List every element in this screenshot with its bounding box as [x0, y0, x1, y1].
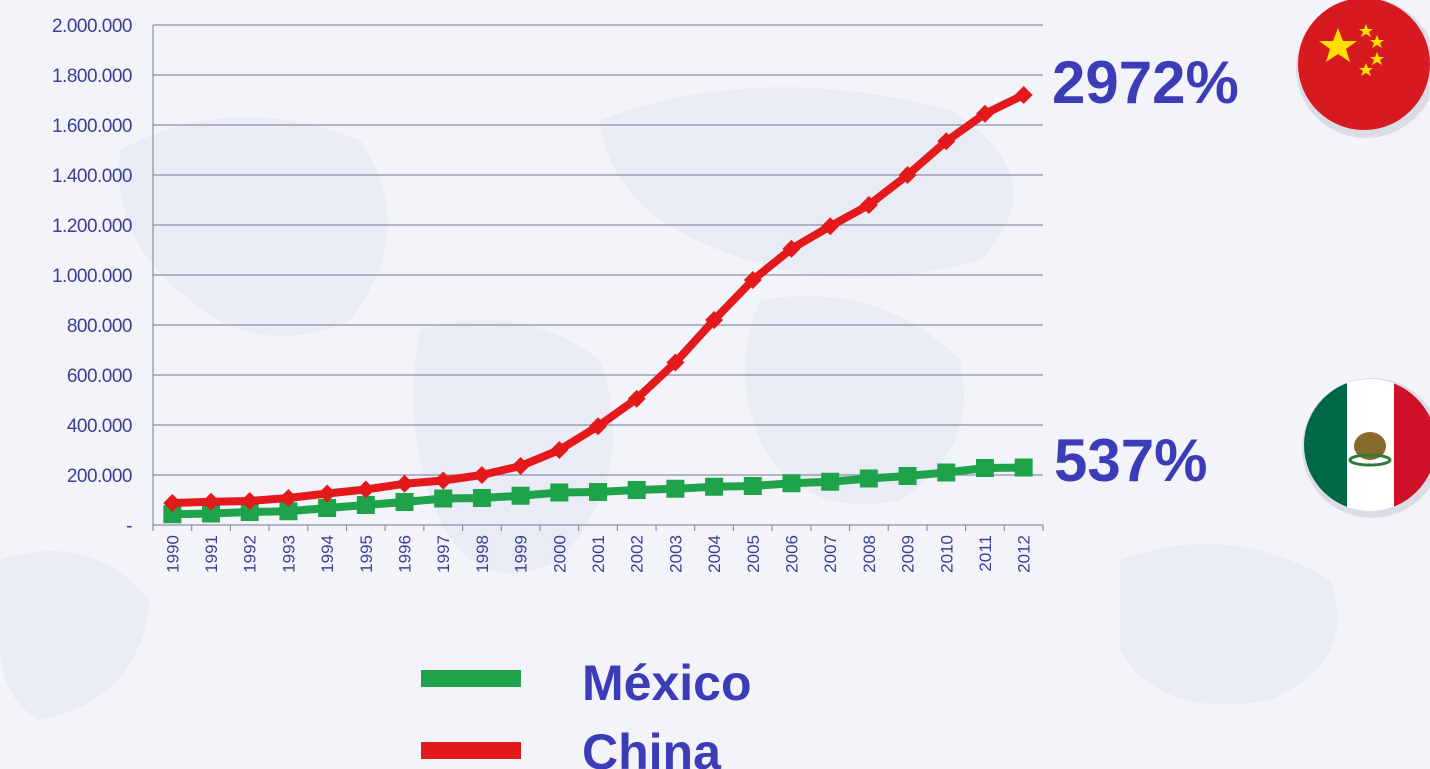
- data-point: [666, 479, 685, 498]
- x-axis: 1990 1991 1992 1993 1994 1995 1996 1997 1998 1999…: [152, 524, 1044, 573]
- data-point: [163, 494, 182, 512]
- x-tick-label: 1998: [473, 535, 492, 573]
- series-layer: [163, 86, 1033, 524]
- x-tick-label: 1992: [241, 535, 260, 573]
- x-tick-label: 1995: [357, 535, 376, 573]
- data-point: [589, 483, 607, 501]
- x-tick-label: 2004: [705, 535, 724, 573]
- data-point: [511, 457, 530, 475]
- series-line: [168, 91, 1028, 507]
- data-point: [434, 471, 453, 490]
- data-point: [705, 311, 724, 329]
- data-point: [821, 472, 840, 491]
- data-point: [589, 417, 607, 436]
- x-tick-label: 2009: [899, 535, 918, 573]
- mexico-flag-icon: [1302, 378, 1430, 518]
- legend-label-china: China: [582, 724, 722, 769]
- data-point: [821, 217, 840, 236]
- legend-swatch-mexico: [421, 670, 521, 687]
- data-point: [395, 493, 414, 511]
- grid-lines: [153, 24, 1043, 476]
- x-tick-label: 2003: [666, 535, 685, 573]
- y-tick-label: -: [126, 516, 132, 537]
- series-mxico: [163, 458, 1033, 524]
- y-tick-label: 400.000: [67, 416, 132, 437]
- series-china: [163, 86, 1033, 512]
- y-tick-label: 600.000: [67, 366, 132, 387]
- x-tick-label: 1990: [163, 535, 182, 573]
- data-point: [434, 489, 453, 508]
- data-point: [898, 166, 917, 184]
- data-point: [743, 271, 762, 289]
- data-point: [1014, 458, 1033, 477]
- y-tick-label: 1.200.000: [52, 216, 132, 237]
- data-point: [356, 496, 375, 514]
- data-point: [202, 504, 221, 523]
- x-tick-label: 2008: [860, 535, 879, 573]
- y-tick-label: 1.400.000: [52, 166, 132, 187]
- y-tick-label: 200.000: [67, 466, 132, 487]
- data-point: [472, 489, 491, 507]
- data-point: [202, 492, 221, 511]
- data-point: [395, 474, 414, 493]
- data-point: [472, 466, 491, 484]
- data-point: [782, 239, 801, 258]
- legend: México China: [421, 655, 752, 769]
- y-tick-label: 1.800.000: [52, 66, 132, 87]
- data-point: [356, 480, 375, 499]
- x-tick-label: 2005: [744, 535, 763, 573]
- x-tick-label: 1997: [434, 535, 453, 573]
- data-point: [318, 484, 337, 503]
- x-tick-label: 2002: [628, 535, 647, 573]
- data-point: [240, 503, 259, 521]
- data-point: [666, 353, 685, 372]
- legend-swatch-china: [421, 742, 521, 759]
- x-tick-label: 1993: [279, 535, 298, 573]
- y-tick-label: 800.000: [67, 316, 132, 337]
- data-point: [279, 502, 298, 521]
- data-point: [859, 469, 878, 488]
- data-point: [511, 486, 530, 505]
- x-tick-label: 2010: [937, 535, 956, 573]
- x-tick-label: 2012: [1015, 535, 1034, 573]
- data-point: [937, 132, 956, 151]
- data-point: [937, 463, 956, 482]
- data-point: [550, 483, 569, 502]
- data-point: [163, 505, 182, 524]
- data-point: [627, 389, 646, 408]
- x-tick-label: 2006: [782, 535, 801, 573]
- data-point: [318, 499, 337, 517]
- y-tick-label: 2.000.000: [52, 16, 132, 37]
- x-tick-label: 1991: [202, 535, 221, 573]
- data-point: [782, 474, 801, 493]
- x-tick-label: 2001: [589, 535, 608, 573]
- china-flag-icon: [1296, 0, 1430, 138]
- y-axis: - 200.000 400.000 600.000 800.000 1.000.000 1.…: [52, 16, 154, 537]
- legend-label-mexico: México: [582, 655, 752, 711]
- x-tick-label: 1999: [512, 535, 531, 573]
- china-growth-annotation: 2972%: [1052, 49, 1239, 116]
- data-point: [705, 477, 724, 496]
- data-point: [975, 459, 994, 477]
- data-point: [550, 441, 569, 459]
- data-point: [1014, 86, 1033, 104]
- data-point: [898, 467, 917, 485]
- data-point: [859, 196, 878, 214]
- x-tick-label: 1996: [396, 535, 415, 573]
- x-tick-label: 1994: [318, 535, 337, 573]
- mexico-growth-annotation: 537%: [1054, 427, 1207, 494]
- x-tick-label: 2000: [550, 535, 569, 573]
- data-point: [627, 481, 646, 499]
- y-tick-label: 1.000.000: [52, 266, 132, 287]
- x-tick-label: 2011: [976, 535, 995, 572]
- data-point: [240, 492, 259, 510]
- data-point: [975, 104, 994, 123]
- y-tick-label: 1.600.000: [52, 116, 132, 137]
- data-point: [279, 489, 298, 507]
- data-point: [743, 477, 762, 495]
- x-tick-label: 2007: [821, 535, 840, 573]
